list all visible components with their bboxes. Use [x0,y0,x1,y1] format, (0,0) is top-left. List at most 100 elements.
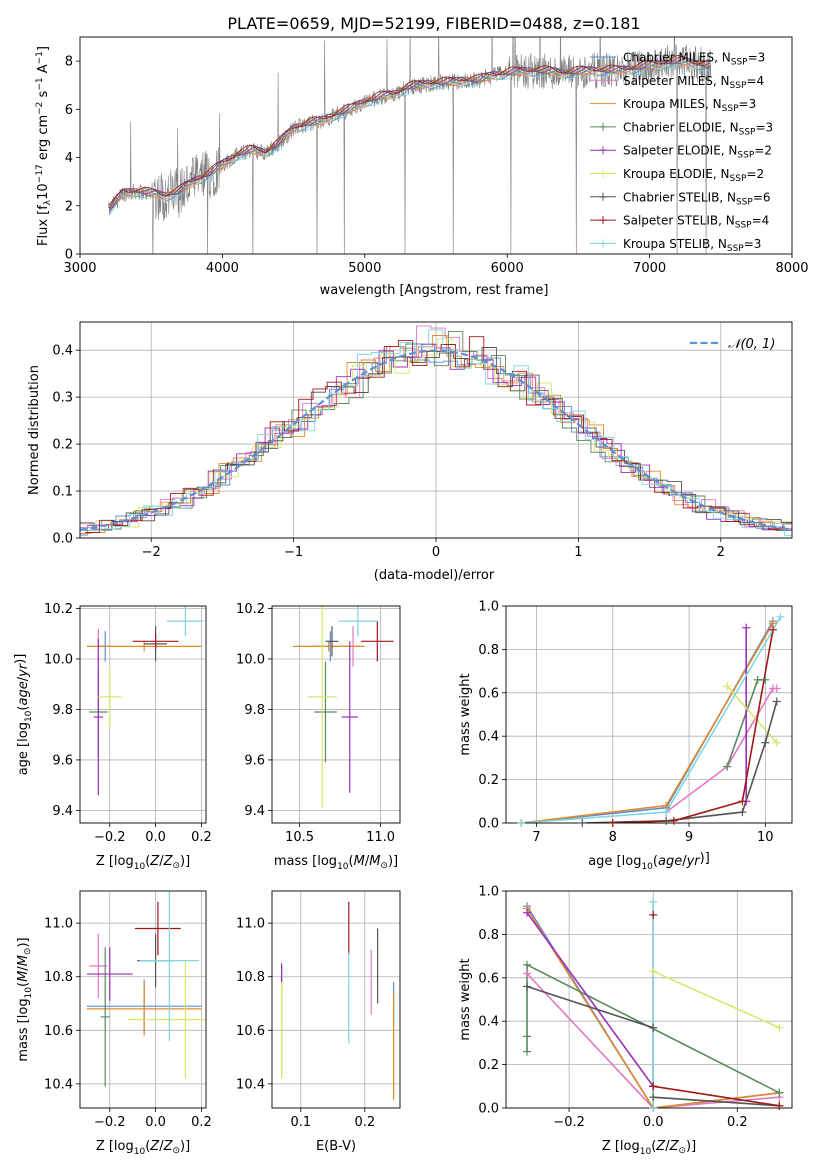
y-tick-label: 2 [65,199,73,214]
y-tick-label: 0.6 [478,686,499,701]
plot-area [293,606,394,808]
label-part: erg cm [36,115,51,164]
y-tick-label: 0.2 [478,1058,499,1073]
weight-line-chabrier_stelib [582,701,778,823]
legend-tail: =6 [753,190,771,204]
y-tick-label: 9.4 [52,804,73,819]
x-tick-label: 0 [432,545,440,560]
x-tick-label: 0.1 [290,1115,311,1130]
label-part: Z [163,1139,174,1154]
legend-text: Chabrier STELIB, N [623,190,736,204]
axes-mass_vs_z: −0.2 0.0 0.210.410.610.811.0Z [log10(Z/Z⊙)… [16,890,212,1157]
label-part: 10 [134,1147,146,1157]
label-part: / [365,854,370,869]
label-part: A [36,64,51,77]
y-tick-label: 0.8 [478,643,499,658]
model-spectrum-kroupa_stelib [109,62,710,215]
label-part: 10 [134,862,146,872]
figure-title: PLATE=0659, MJD=52199, FIBERID=0488, z=0… [227,14,640,33]
y-tick-label: 10.6 [236,1024,265,1039]
x-tick-label: −0.2 [94,1115,126,1130]
y-tick-label: 10.2 [236,602,265,617]
y-tick-label: 4 [65,151,73,166]
y-tick-label: 1.0 [478,600,499,615]
y-tick-label: 6 [65,103,73,118]
x-tick-label: −0.2 [94,830,126,845]
axes-massweight_vs_age: 7 8 9 10 0.0 0.2 0.4 0.6 0.8 1.0 mass weight age [l… [458,600,793,872]
y-axis-label: age [log10(age/yr)] [13,654,34,776]
weight-line-salpeter_miles [526,972,780,1108]
legend-sub: SSP [739,127,756,137]
label-part: M [16,971,31,982]
y-tick-label: 11.0 [236,917,265,932]
residual-histogram-kroupa_stelib [86,329,792,537]
label-part: 10 [24,987,34,999]
label-part: / [665,1139,670,1154]
axes-residuals: −2 −1 0 1 2 0.0 0.1 0.2 0.3 0.4 (data-model)/error… [27,321,793,583]
x-tick-label: 3000 [63,261,96,276]
y-axis-label: Flux [fλ10−17 erg cm−2 s−1 A−1] [35,46,53,246]
y-tick-label: 0.0 [52,532,73,547]
label-part: −1 [35,77,45,90]
label-part: )] [16,937,31,947]
axes-frame [79,605,207,824]
label-part: ⊙ [172,861,180,871]
legend-entry-label: Kroupa MILES, NSSP=3 [623,97,756,114]
y-tick-label: 0.2 [52,438,73,453]
grid [272,891,400,1108]
y-tick-label: 8 [65,55,73,70]
label-part: )] [180,854,190,869]
label-part: Z [log [602,1139,640,1154]
label-part: ⊙ [23,948,33,956]
legend-entry-label: Chabrier STELIB, NSSP=6 [623,190,771,207]
x-tick-label: 5000 [348,261,381,276]
plot-area [281,901,395,1100]
label-part: Z [163,854,174,869]
y-tick-label: 9.4 [244,804,265,819]
y-tick-label: 9.8 [244,703,265,718]
legend-entry-label: Kroupa ELODIE, NSSP=2 [623,167,764,184]
legend-entry-label: Salpeter ELODIE, NSSP=2 [623,144,772,161]
axes-age_vs_z: −0.2 0.0 0.29.49.69.810.010.2Z [log10(Z/Z⊙… [13,602,212,872]
label-part: / [682,854,687,869]
y-tick-label: 11.0 [44,917,73,932]
label-part: 10 [640,1147,652,1157]
legend-text: Kroupa STELIB, N [623,237,727,251]
label-part: )] [388,854,398,869]
legend-text: Kroupa ELODIE, N [623,167,730,181]
y-axis-label: mass [log10(M/M⊙)] [16,937,34,1061]
label-part: Z [149,854,160,869]
label-part: −17 [35,164,45,183]
label-part: )] [180,1139,190,1154]
legend-tail: =4 [746,74,764,88]
legend-text: Chabrier MILES, N [623,51,731,65]
axes-frame [79,36,793,255]
label-part: )] [700,851,710,866]
x-tick-label: 0.2 [191,830,212,845]
x-tick-label: 0.2 [191,1115,212,1130]
y-tick-label: 0.2 [478,773,499,788]
y-tick-label: 9.6 [244,753,265,768]
plot-area [80,325,792,537]
label-part: / [16,966,31,971]
axes-frame [271,890,401,1109]
y-tick-label: 0.0 [478,817,499,832]
x-tick-label: 10 [757,830,774,845]
label-part: )] [13,654,28,664]
label-part: yr [16,662,31,678]
legend-text: Salpeter MILES, N [623,74,730,88]
weight-line-salpeter_stelib [612,629,774,823]
label-part: ( [16,706,31,711]
legend-text: Kroupa MILES, N [623,97,722,111]
weight-line-kroupa_stelib [521,616,782,823]
x-axis-label: wavelength [Angstrom, rest frame] [320,283,549,298]
label-part: λ [43,199,53,205]
legend-sub: SSP [722,104,739,114]
weight-line-kroupa_miles [521,622,774,823]
label-part: Z [log [96,854,134,869]
grid [80,606,206,823]
legend-text: Chabrier ELODIE, N [623,120,739,134]
y-tick-label: 10.4 [44,1077,73,1092]
label-part: ( [145,854,150,869]
